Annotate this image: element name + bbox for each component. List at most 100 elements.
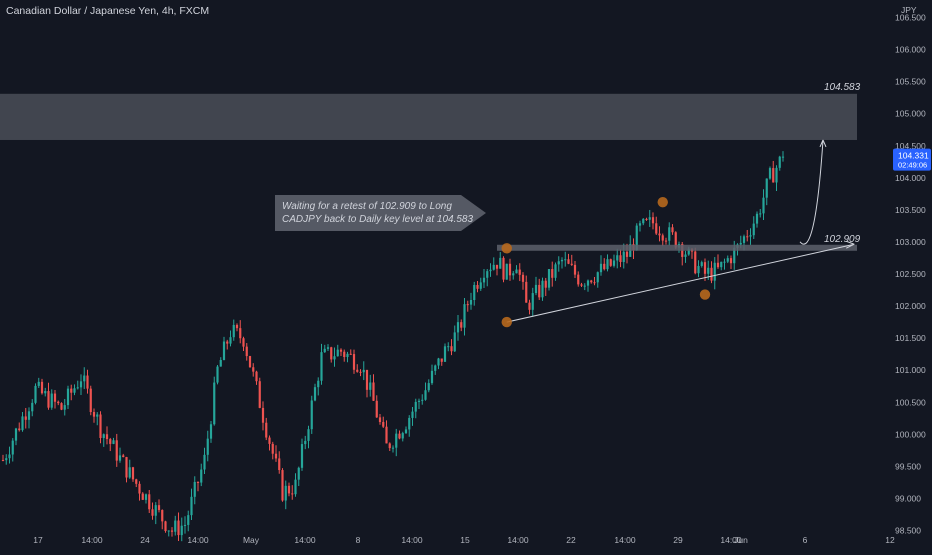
price-axis[interactable]: 98.500 99.000 99.500 100.000 100.500 101.000 1… [886, 0, 932, 550]
candle-body [447, 346, 450, 348]
price-tick-label: 101.500 [895, 333, 926, 343]
candle-body [206, 438, 209, 455]
candle-body [222, 341, 226, 361]
candle-body [512, 273, 515, 276]
callout-box [275, 195, 486, 231]
candle-body [755, 213, 759, 224]
candle-body [684, 254, 687, 257]
candle-body [408, 417, 411, 430]
price-tick-label: 98.500 [895, 526, 921, 536]
candle-body [105, 434, 109, 440]
candle-body [209, 424, 213, 439]
candle-body [401, 433, 404, 439]
candle-body [703, 262, 707, 274]
candle-body [151, 509, 154, 516]
candle-body [356, 369, 359, 372]
candle-body [63, 405, 66, 410]
candle-body [453, 332, 456, 352]
price-tick-label: 100.000 [895, 429, 926, 439]
candle-body [70, 388, 73, 393]
candle-body [284, 485, 287, 501]
candle-body [99, 414, 102, 439]
time-tick-label: 12 [885, 535, 895, 545]
trendline-arrowhead [846, 240, 855, 249]
candle-body [538, 284, 541, 298]
candle-body [219, 360, 222, 367]
key-level-line [497, 244, 857, 251]
candle-body [157, 505, 161, 511]
candle-body [440, 358, 443, 362]
candle-body [590, 280, 593, 283]
candle-body [375, 400, 378, 418]
candle-body [551, 269, 554, 278]
time-tick-label: 14:00 [720, 535, 742, 545]
candle-body [502, 257, 505, 280]
candle-body [398, 433, 401, 439]
pivot-marker [657, 196, 668, 208]
candle-body [37, 381, 40, 386]
candle-body [648, 217, 651, 220]
candle-body [200, 469, 203, 483]
candle-body [18, 428, 21, 431]
candle-body [135, 479, 138, 484]
candle-body [187, 515, 190, 525]
candle-body [560, 259, 564, 262]
price-tick-label: 100.500 [895, 397, 926, 407]
candle-body [638, 223, 642, 226]
time-tick-label: 29 [673, 535, 683, 545]
candle-body [226, 341, 229, 344]
pivot-marker [699, 289, 711, 300]
candle-body [229, 337, 232, 344]
candle-body [664, 240, 668, 242]
symbol-title[interactable]: Canadian Dollar / Japanese Yen, 4h, FXCM [6, 5, 210, 17]
candle-body [593, 282, 596, 284]
candle-body [469, 300, 473, 305]
candle-body [125, 457, 128, 478]
time-tick-label: Jun [734, 535, 748, 545]
price-tick-label: 105.000 [895, 109, 926, 119]
pivot-marker [501, 316, 512, 328]
time-tick-label: 14:00 [81, 535, 103, 545]
time-tick-label: 14:00 [507, 535, 529, 545]
candle-body [193, 481, 196, 497]
candle-body [385, 426, 388, 444]
candle-body [606, 259, 609, 270]
candle-body [382, 422, 385, 427]
candle-body [248, 356, 252, 368]
candle-body [619, 255, 622, 263]
candle-body [430, 370, 434, 384]
candle-body [164, 521, 167, 532]
candle-body [40, 381, 44, 394]
callout-text: CADJPY back to Daily key level at 104.58… [282, 214, 473, 225]
candle-body [53, 393, 57, 402]
price-tick-label: 105.500 [895, 77, 926, 87]
time-axis[interactable]: 17 14:00 24 14:00 May 14:00 8 14:00 15 14:00 22 14:… [33, 535, 895, 545]
candle-body [534, 284, 538, 294]
candle-body [411, 411, 414, 418]
candle-body [34, 385, 37, 403]
candle-body [700, 262, 703, 266]
candle-body [391, 447, 395, 449]
candle-body [518, 269, 521, 275]
candle-body [466, 304, 469, 306]
price-tick-label: 104.000 [895, 173, 926, 183]
candle-body [508, 263, 512, 276]
price-tick-label: 106.500 [895, 13, 926, 23]
candle-body [31, 402, 34, 412]
candle-body [427, 383, 430, 391]
candle-body [76, 387, 79, 389]
candle-body [505, 263, 508, 280]
price-tick-label: 104.500 [895, 141, 926, 151]
candle-body [495, 264, 499, 269]
candle-body [333, 356, 336, 360]
candle-body [378, 417, 382, 423]
candle-body [609, 259, 612, 266]
candle-body [326, 347, 330, 349]
candle-body [733, 247, 736, 264]
candle-body [723, 261, 726, 263]
candle-body [216, 366, 219, 383]
candle-body [671, 227, 674, 233]
candle-body [603, 263, 606, 270]
